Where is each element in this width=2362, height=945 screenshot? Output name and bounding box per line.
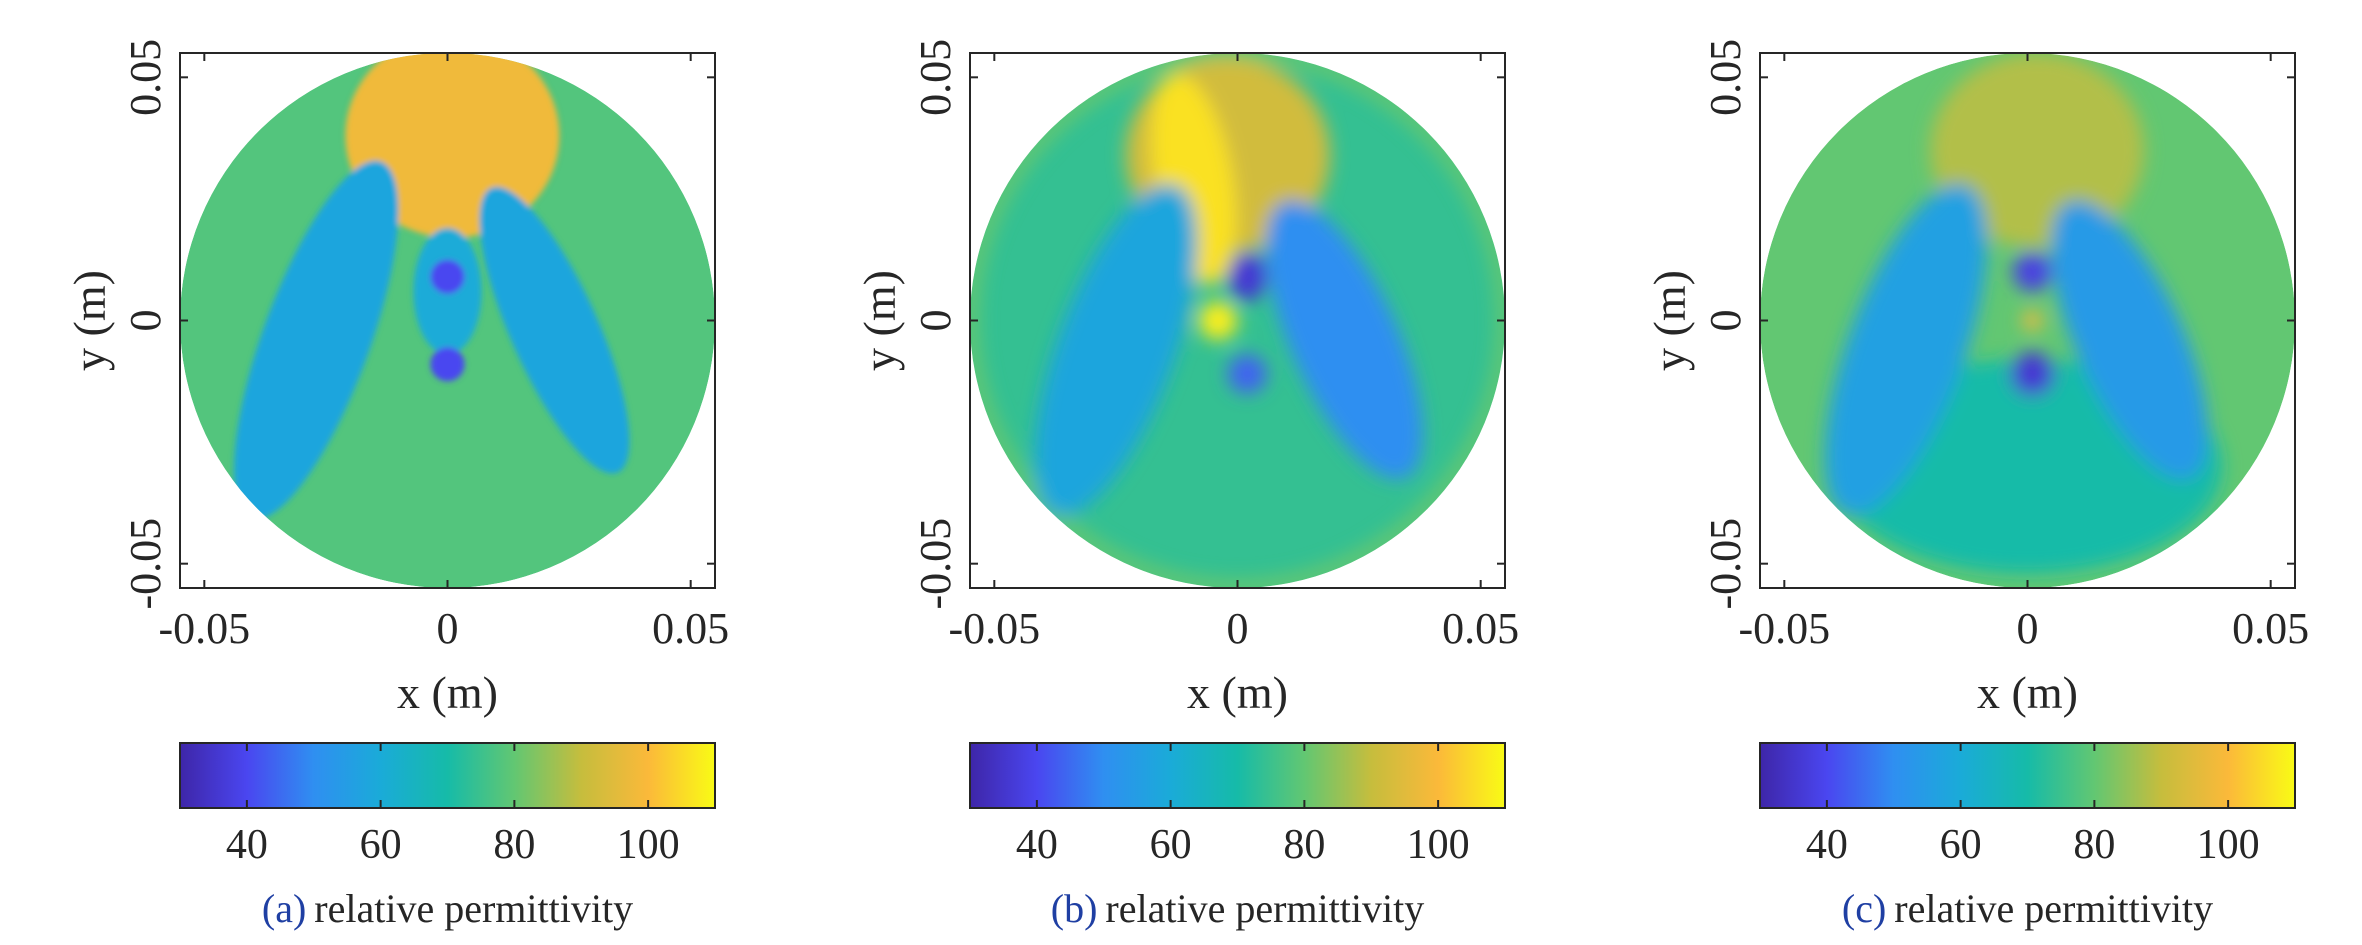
- colorbar-tick-label: 40: [226, 822, 268, 868]
- colorbar-tick-label: 80: [1283, 822, 1325, 868]
- feature-hot-spot: [1198, 301, 1238, 340]
- x-tick-label: -0.05: [158, 604, 250, 653]
- caption-text: relative permittivity: [1894, 886, 2213, 931]
- colorbar-gradient: [179, 742, 716, 809]
- feature-upper-dark-spot: [430, 259, 465, 294]
- x-tick-label: 0: [2017, 604, 2039, 653]
- y-tick-label: -0.05: [911, 518, 960, 610]
- y-axis-label: y (m): [854, 270, 905, 371]
- x-tick-label: 0.05: [2232, 604, 2309, 653]
- feature-left-lobe: [1824, 183, 1988, 516]
- caption-text: relative permittivity: [314, 886, 633, 931]
- x-tick-label: -0.05: [948, 604, 1040, 653]
- y-tick-label: 0: [911, 310, 960, 332]
- panel-caption: (b) relative permittivity: [1051, 886, 1424, 931]
- colorbar-tick-label: 60: [1150, 822, 1192, 868]
- colorbar-tick-label: 100: [617, 822, 680, 868]
- feature-hot-spot: [2022, 310, 2043, 331]
- colorbar-tick-label: 100: [1407, 822, 1470, 868]
- feature-upper-dark-spot: [1227, 252, 1267, 302]
- panel-c: -0.05 0 0.05 -0.05 0 0.05 x (m) y (m) 40 60 80 100 (…: [1644, 39, 2309, 931]
- y-axis-label: y (m): [64, 270, 115, 371]
- colorbar-c: 40 60 80 100: [1759, 742, 2296, 868]
- colorbar-tick-label: 60: [360, 822, 402, 868]
- feature-upper-dark-spot: [2012, 252, 2052, 292]
- colorbar-b: 40 60 80 100: [969, 742, 1506, 868]
- feature-lower-dark-spot: [2010, 352, 2055, 396]
- colorbar-tick-label: 80: [2073, 822, 2115, 868]
- x-axis-label: x (m): [1187, 667, 1288, 718]
- x-tick-label: 0.05: [1442, 604, 1519, 653]
- heatmap-field: [1760, 53, 2295, 588]
- caption-label: (b): [1051, 886, 1098, 931]
- feature-upper-disc: [1930, 53, 2145, 248]
- heatmap-field: [970, 53, 1505, 588]
- panel-a: -0.05 0 0.05 -0.05 0 0.05 x (m) y (m) 40 60 80 100 (…: [64, 39, 729, 931]
- y-tick-label: 0.05: [121, 39, 170, 116]
- feature-upper-disc: [345, 53, 560, 238]
- panel-caption: (c) relative permittivity: [1842, 886, 2213, 931]
- y-tick-label: 0.05: [1701, 39, 1750, 116]
- colorbar-gradient: [1759, 742, 2296, 809]
- y-tick-label: -0.05: [121, 518, 170, 610]
- feature-lower-dark-spot: [430, 347, 465, 382]
- feature-left-lobe: [234, 160, 399, 520]
- feature-right-lobe: [2051, 200, 2209, 480]
- colorbar-tick-label: 40: [1806, 822, 1848, 868]
- colorbar-tick-label: 40: [1016, 822, 1058, 868]
- x-tick-label: -0.05: [1738, 604, 1830, 653]
- panel-caption: (a) relative permittivity: [262, 886, 633, 931]
- y-tick-label: -0.05: [1701, 518, 1750, 610]
- feature-right-lobe: [479, 186, 630, 474]
- feature-lower-dark-spot: [1227, 354, 1267, 394]
- colorbar-tick-label: 80: [493, 822, 535, 868]
- feature-right-lobe: [1266, 200, 1423, 480]
- feature-left-lobe: [1034, 183, 1198, 516]
- x-axis-label: x (m): [397, 667, 498, 718]
- y-tick-label: 0: [1701, 310, 1750, 332]
- caption-label: (c): [1842, 886, 1886, 931]
- colorbar-a: 40 60 80 100: [179, 742, 716, 868]
- y-tick-label: 0.05: [911, 39, 960, 116]
- colorbar-tick-label: 60: [1940, 822, 1982, 868]
- colorbar-gradient: [969, 742, 1506, 809]
- y-tick-label: 0: [121, 310, 170, 332]
- x-tick-label: 0.05: [652, 604, 729, 653]
- y-axis-label: y (m): [1644, 270, 1695, 371]
- x-axis-label: x (m): [1977, 667, 2078, 718]
- x-tick-label: 0: [1227, 604, 1249, 653]
- caption-text: relative permittivity: [1105, 886, 1424, 931]
- heatmap-field: [180, 53, 715, 588]
- x-tick-label: 0: [437, 604, 459, 653]
- caption-label: (a): [262, 886, 306, 931]
- colorbar-tick-label: 100: [2197, 822, 2260, 868]
- panel-b: -0.05 0 0.05 -0.05 0 0.05 x (m) y (m) 40 60 80 100 (…: [854, 39, 1519, 931]
